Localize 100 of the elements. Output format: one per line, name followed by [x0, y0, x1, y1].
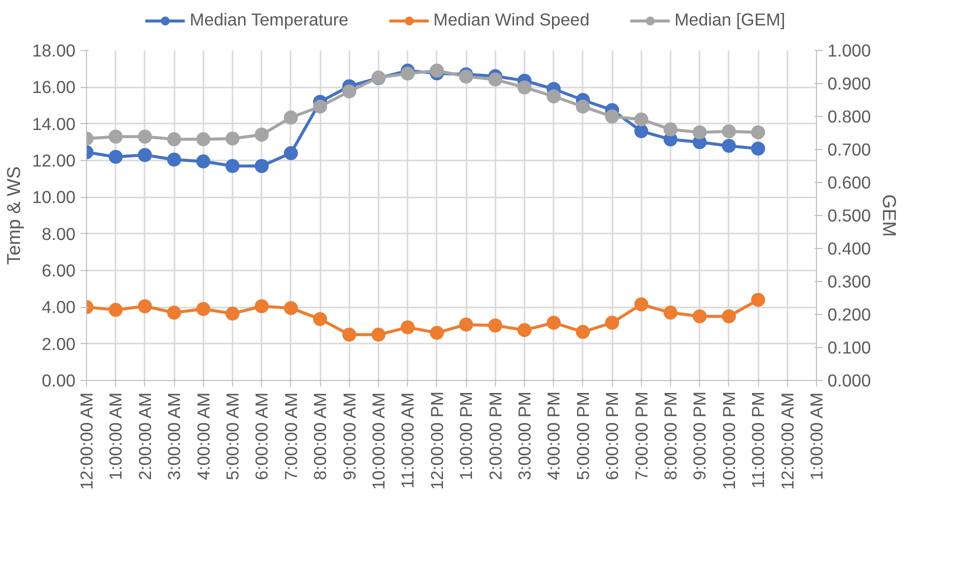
point [284, 146, 298, 160]
point [108, 302, 123, 317]
y2-tick-label: 0.500 [828, 206, 871, 226]
point [576, 100, 590, 114]
x-tick-label: 10:00:00 PM [718, 391, 739, 490]
y-tick-label: 14.00 [32, 114, 76, 134]
point [284, 301, 298, 316]
point [138, 130, 152, 144]
x-tick-label: 6:00:00 AM [252, 392, 272, 480]
point [226, 159, 240, 173]
point [167, 132, 182, 146]
point [226, 132, 240, 146]
y2-tick-label: 0.400 [828, 238, 871, 258]
point [722, 138, 736, 153]
point [576, 324, 590, 339]
point [664, 306, 678, 320]
legend-label: Median Wind Speed [433, 10, 590, 30]
x-tick-label: 7:00:00 AM [280, 392, 301, 480]
x-tick-label: 1:00:00 PM [456, 391, 476, 480]
point [313, 312, 328, 326]
x-tick-label: 7:00:00 PM [631, 391, 652, 480]
x-tick-label: 6:00:00 PM [602, 391, 622, 480]
point [400, 320, 415, 334]
point [605, 110, 620, 124]
point [751, 292, 766, 307]
y-tick-label: 12.00 [32, 150, 76, 170]
point [634, 297, 648, 312]
point [284, 110, 298, 124]
y2-tick-label: 0.600 [828, 172, 871, 192]
x-tick-label: 1:00:00 AM [106, 392, 126, 480]
point [430, 64, 444, 78]
x-tick-label: 2:00:00 AM [134, 392, 155, 480]
point [196, 154, 210, 168]
y2-tick-label: 0.100 [828, 338, 871, 358]
y-tick-label: 4.00 [42, 297, 76, 318]
point [108, 130, 123, 144]
point [634, 112, 648, 126]
point [372, 328, 386, 342]
point [546, 316, 561, 330]
y-tick-label: 16.00 [32, 77, 76, 98]
y2-tick-label: 0.300 [828, 272, 871, 292]
y-tick-label: 0.00 [42, 370, 76, 390]
x-tick-label: 9:00:00 PM [690, 391, 710, 480]
y2-tick-label: 0.900 [828, 74, 871, 94]
x-tick-label: 3:00:00 AM [164, 392, 184, 480]
x-tick-label: 10:00:00 AM [368, 392, 388, 490]
x-tick-label: 4:00:00 PM [544, 391, 564, 480]
point [459, 318, 474, 332]
legend-label: Median Temperature [190, 10, 348, 30]
y-axis-title: Temp & WS [3, 166, 24, 265]
y2-axis-title: GEM [878, 194, 900, 237]
x-tick-label: 9:00:00 AM [339, 392, 360, 480]
y2-tick-label: 0.200 [828, 304, 871, 324]
point [342, 84, 356, 98]
point [488, 318, 502, 332]
point [342, 328, 356, 342]
point [692, 125, 707, 140]
point [518, 80, 532, 94]
x-tick-label: 8:00:00 AM [310, 392, 330, 480]
x-tick-label: 11:00:00 PM [748, 391, 768, 488]
point [254, 128, 269, 142]
point [400, 66, 415, 81]
point [488, 72, 502, 87]
legend-label: Median [GEM] [674, 10, 786, 30]
point [430, 326, 444, 340]
point [167, 306, 182, 320]
point [634, 124, 648, 138]
y-tick-label: 2.00 [42, 334, 76, 354]
point [518, 323, 532, 338]
point [664, 122, 678, 136]
x-tick-label: 4:00:00 AM [193, 392, 214, 480]
x-tick-label: 5:00:00 AM [222, 392, 242, 480]
y-tick-label: 10.00 [32, 187, 76, 208]
point [313, 100, 328, 114]
y-tick-label: 6.00 [42, 260, 76, 280]
point [722, 124, 736, 138]
point [138, 148, 152, 162]
x-tick-label: 2:00:00 PM [485, 391, 506, 480]
point [692, 309, 707, 324]
y-tick-label: 18.00 [32, 40, 76, 60]
x-tick-label: 3:00:00 PM [514, 391, 534, 480]
point [722, 309, 736, 324]
point [196, 302, 210, 316]
x-tick-label: 11:00:00 AM [398, 392, 418, 488]
x-tick-label: 12:00:00 AM [777, 392, 798, 490]
point [226, 306, 240, 321]
y2-tick-label: 0.700 [828, 140, 871, 160]
point [167, 152, 182, 167]
point [605, 316, 620, 330]
point [138, 299, 152, 314]
point [196, 132, 210, 146]
point [108, 150, 123, 164]
point [546, 89, 561, 104]
x-tick-label: 5:00:00 PM [572, 391, 593, 480]
point [254, 159, 269, 173]
point [459, 70, 474, 84]
y2-tick-label: 0.800 [828, 106, 871, 126]
point [751, 142, 766, 156]
point [751, 125, 766, 140]
x-tick-label: 8:00:00 PM [660, 391, 680, 480]
